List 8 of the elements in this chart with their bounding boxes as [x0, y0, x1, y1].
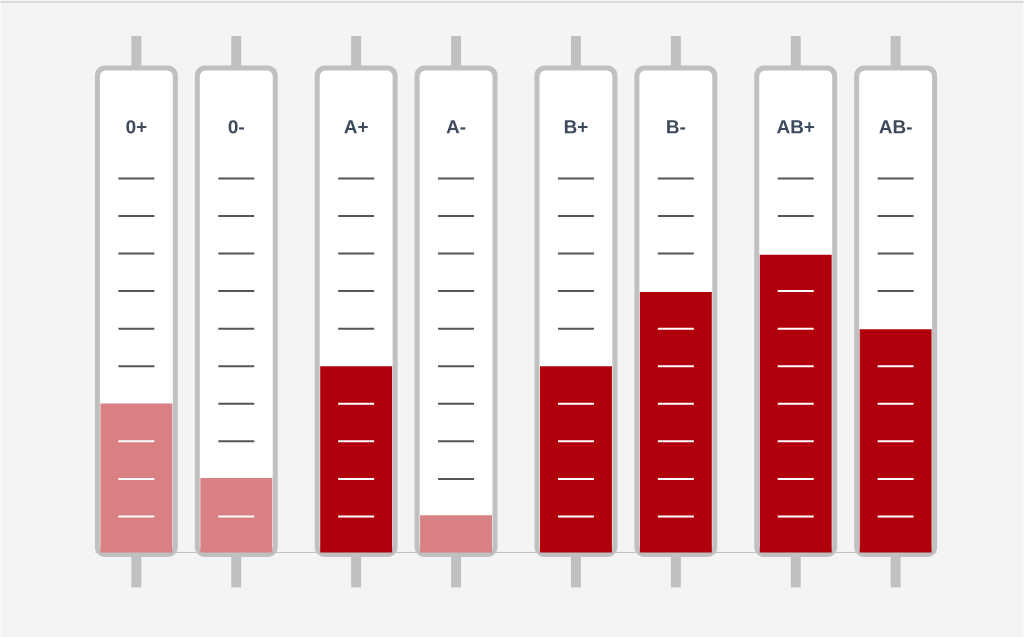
- x-tick-label: A+: [344, 120, 368, 134]
- x-tick-label: B+: [564, 120, 588, 134]
- x-tick-label: 0-: [228, 119, 244, 134]
- x-tick-label: A-: [446, 120, 466, 134]
- x-tick-label: AB-: [879, 120, 912, 134]
- x-tick-label: B-: [667, 120, 686, 134]
- x-tick-label: 0+: [126, 119, 147, 134]
- x-tick-label: AB+: [777, 120, 815, 134]
